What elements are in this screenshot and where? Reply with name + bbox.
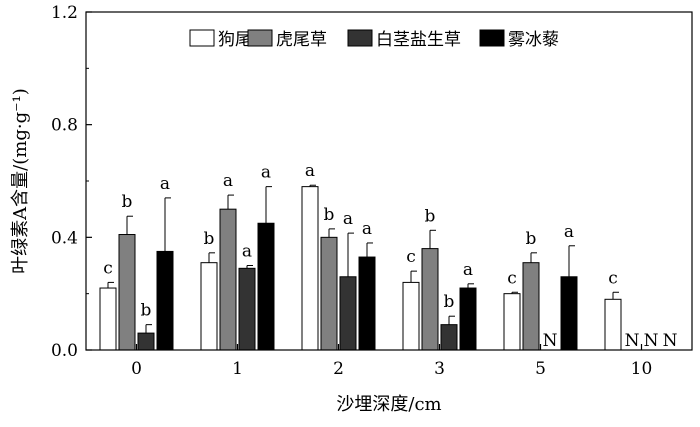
y-tick-label: 1.2 xyxy=(51,3,78,23)
legend-swatch xyxy=(189,29,215,47)
no-data-label: N xyxy=(543,331,558,351)
plot-frame xyxy=(85,11,693,351)
y-tick-label: 0.4 xyxy=(51,228,78,248)
no-data-label: N xyxy=(644,331,659,351)
bar xyxy=(238,267,256,351)
x-tick-label: 1 xyxy=(232,359,243,379)
legend-swatch xyxy=(347,29,373,47)
significance-label: b xyxy=(444,292,455,312)
x-axis-title: 沙埋深度/cm xyxy=(336,394,441,415)
significance-label: b xyxy=(425,206,436,226)
bar xyxy=(604,298,622,351)
significance-label: b xyxy=(324,205,335,225)
bar xyxy=(200,262,218,351)
legend-swatch xyxy=(247,29,273,47)
bar xyxy=(459,287,477,351)
x-tick-label: 3 xyxy=(434,359,445,379)
significance-label: a xyxy=(463,260,473,280)
bar xyxy=(118,234,136,351)
significance-label: c xyxy=(103,258,113,278)
x-tick-label: 2 xyxy=(333,359,344,379)
bar xyxy=(522,262,540,351)
bar xyxy=(358,256,376,351)
legend-swatch xyxy=(479,29,505,47)
no-data-label: N xyxy=(663,331,678,351)
significance-label: c xyxy=(608,268,618,288)
x-tick-label: 0 xyxy=(131,359,142,379)
x-tick-label: 5 xyxy=(535,359,546,379)
significance-label: a xyxy=(160,174,170,194)
x-tick-label: 10 xyxy=(631,359,653,379)
bar xyxy=(440,324,458,351)
legend-label: 虎尾草 xyxy=(276,30,327,50)
significance-label: a xyxy=(362,219,372,239)
bar xyxy=(219,208,237,351)
significance-label: b xyxy=(526,229,537,249)
bar xyxy=(301,186,319,351)
bar xyxy=(421,248,439,351)
bar xyxy=(402,281,420,351)
significance-label: c xyxy=(507,268,517,288)
legend-label: 雾冰藜 xyxy=(508,30,559,50)
significance-label: b xyxy=(122,192,133,212)
significance-label: a xyxy=(242,242,252,262)
bar xyxy=(320,236,338,351)
significance-label: b xyxy=(141,301,152,321)
legend-label: 白茎盐生草 xyxy=(376,30,461,50)
bar xyxy=(99,287,117,351)
significance-label: a xyxy=(343,209,353,229)
y-tick-label: 0.8 xyxy=(51,116,78,136)
significance-label: a xyxy=(223,171,233,191)
bar xyxy=(560,276,578,351)
bar xyxy=(156,250,174,351)
bar xyxy=(503,293,521,351)
significance-label: a xyxy=(305,161,315,181)
significance-label: c xyxy=(406,247,416,267)
no-data-label: N xyxy=(625,331,640,351)
significance-label: a xyxy=(564,222,574,242)
significance-label: b xyxy=(204,229,215,249)
bar xyxy=(339,276,357,351)
bar xyxy=(257,222,275,351)
significance-label: a xyxy=(261,163,271,183)
y-tick-label: 0.0 xyxy=(51,341,78,361)
y-axis-title: 叶绿素A含量/(mg·g⁻¹) xyxy=(10,88,31,274)
bar xyxy=(137,332,155,351)
